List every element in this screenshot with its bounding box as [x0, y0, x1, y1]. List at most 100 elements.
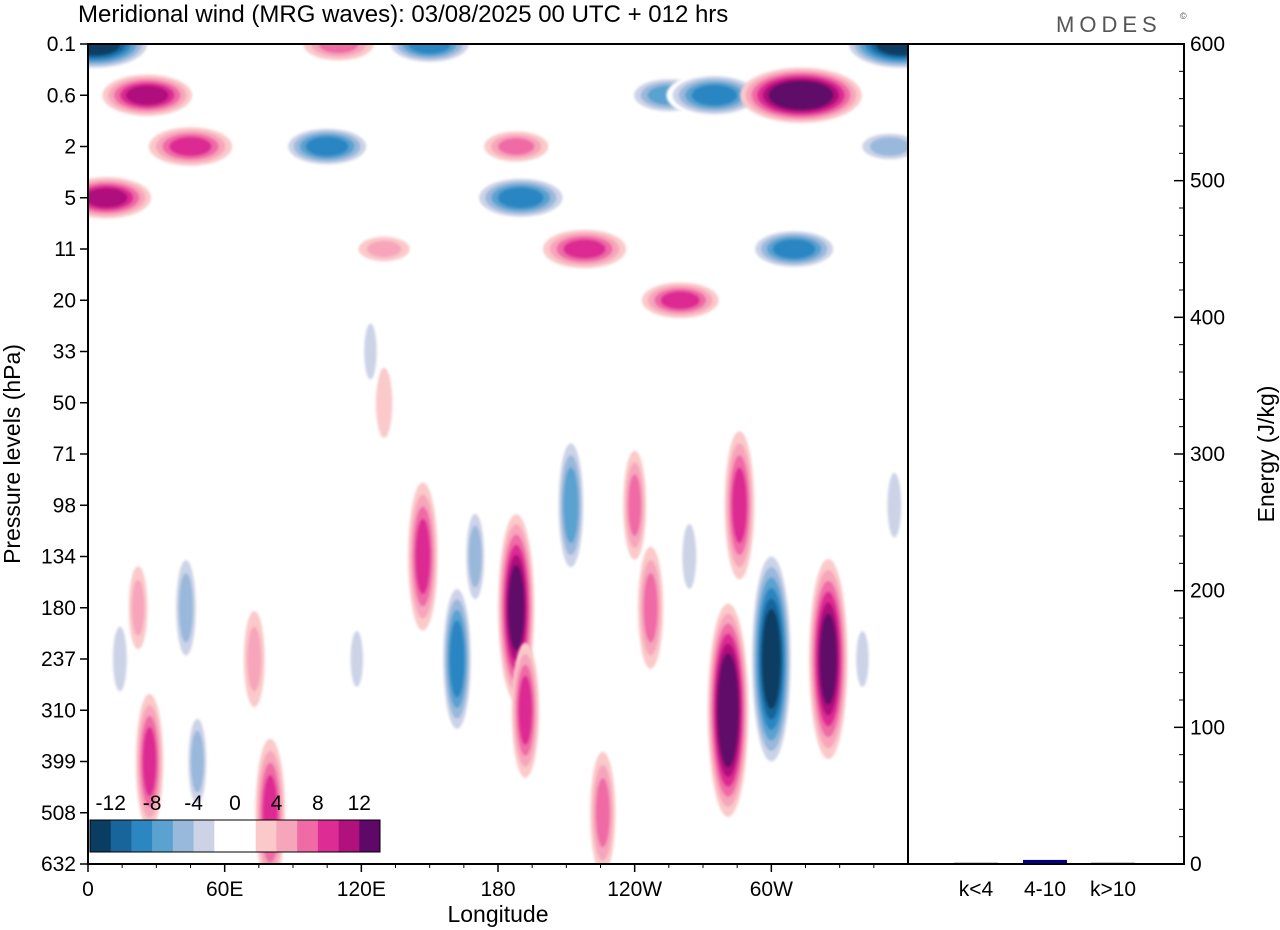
- energy-category-label: k<4: [959, 878, 994, 901]
- colorbar: -12 -8 -4 0 4 8 12: [89, 792, 381, 853]
- wind-feature: [408, 482, 438, 631]
- contour-level: [563, 467, 579, 544]
- energy-category-label: k>10: [1090, 878, 1136, 901]
- contour-level: [563, 239, 606, 259]
- contour-level: [408, 44, 452, 54]
- wind-feature: [173, 546, 199, 669]
- y-tick-label: 50: [53, 392, 76, 415]
- colorbar-swatch: [235, 820, 257, 852]
- energy-category-label: 4-10: [1024, 878, 1066, 901]
- wind-feature: [472, 175, 569, 220]
- contour-level: [507, 564, 525, 651]
- contour-level: [169, 136, 212, 157]
- wind-feature: [556, 431, 586, 580]
- contour-level: [761, 609, 781, 709]
- wind-feature: [883, 457, 905, 554]
- x-tick-label: 60W: [750, 878, 793, 901]
- colorbar-swatch: [193, 820, 215, 852]
- energy-background: [908, 44, 1184, 864]
- x-tick-label: 120E: [337, 878, 386, 901]
- wind-feature: [347, 617, 367, 701]
- contour-level: [660, 291, 700, 310]
- wind-feature: [185, 707, 209, 816]
- colorbar-swatch: [172, 820, 194, 852]
- wind-feature: [463, 502, 487, 611]
- colorbar-swatch: [131, 820, 153, 852]
- wind-feature: [303, 44, 374, 61]
- colorbar-swatch: [152, 820, 174, 852]
- energy-bar: [1023, 859, 1067, 864]
- wind-feature: [148, 127, 233, 166]
- contour-level: [719, 663, 738, 758]
- wind-feature: [128, 566, 148, 650]
- y-tick-label: 20: [53, 289, 76, 312]
- colorbar-swatch: [338, 820, 360, 852]
- energy-axis: 0 100 200 300 400 500 600: [1174, 33, 1225, 876]
- contour-level: [875, 44, 908, 56]
- y-tick-label: 2: [64, 136, 76, 159]
- y-tick-label: 310: [41, 699, 76, 722]
- colorbar-swatch: [90, 820, 112, 852]
- wind-feature: [384, 44, 475, 65]
- wind-feature: [375, 367, 393, 438]
- wind-feature: [853, 617, 872, 701]
- brand-mark: ©: [1180, 11, 1187, 21]
- y-tick-label: 180: [41, 597, 76, 620]
- x-axis-label: Longitude: [447, 901, 548, 927]
- wind-feature: [109, 611, 131, 707]
- y-tick-label: 237: [41, 648, 76, 671]
- brand-logo: MODES ©: [1056, 11, 1187, 37]
- wind-feature: [484, 131, 549, 162]
- colorbar-swatch: [297, 820, 319, 852]
- energy-axis-label: Energy (J/kg): [1253, 386, 1279, 523]
- energy-tick-label: 600: [1190, 33, 1225, 56]
- wind-feature: [441, 578, 473, 740]
- x-tick-label: 0: [82, 878, 94, 901]
- colorbar-label: -4: [184, 792, 203, 815]
- wind-feature: [749, 228, 839, 270]
- wind-feature: [88, 44, 153, 71]
- contour-level: [498, 138, 535, 155]
- contour-level: [691, 84, 738, 106]
- wind-feature: [638, 546, 664, 669]
- contour-level: [88, 44, 121, 56]
- colorbar-label: -8: [143, 792, 162, 815]
- wind-feature: [88, 177, 152, 219]
- wind-feature: [135, 694, 164, 829]
- y-tick-label: 134: [41, 546, 76, 569]
- colorbar-swatch: [110, 820, 132, 852]
- contour-level: [468, 525, 482, 588]
- chart-title: Meridional wind (MRG waves): 03/08/2025 …: [78, 1, 728, 28]
- contour-level: [643, 573, 658, 643]
- y-axis: 0.1 0.6 2 5 11 20 33 50 71 98 134 180 237 310 399 508 63…: [41, 33, 88, 876]
- wind-feature: [542, 229, 627, 269]
- colorbar-label: -12: [96, 792, 126, 815]
- wind-feature: [358, 236, 410, 262]
- energy-tick-label: 200: [1190, 580, 1225, 603]
- contour-level: [774, 83, 828, 108]
- contour-level: [131, 579, 145, 636]
- y-tick-label: 0.1: [47, 33, 76, 56]
- wind-feature: [623, 450, 647, 560]
- contour-level: [350, 631, 364, 687]
- wind-feature: [678, 508, 700, 605]
- contour-level: [88, 187, 128, 208]
- x-axis: 0 60E 120E 180 120W 60W: [82, 864, 875, 901]
- wind-feature: [590, 751, 616, 864]
- contour-level: [869, 137, 908, 156]
- y-tick-label: 0.6: [47, 84, 76, 107]
- energy-tick-label: 400: [1190, 306, 1225, 329]
- contour-level: [731, 467, 748, 544]
- wind-feature: [843, 44, 908, 71]
- contour-level: [518, 675, 533, 745]
- y-tick-label: 508: [41, 802, 76, 825]
- y-tick-label: 5: [64, 187, 76, 210]
- colorbar-swatch: [255, 820, 277, 852]
- y-tick-label: 399: [41, 751, 76, 774]
- contour-level: [190, 730, 204, 793]
- wind-feature: [854, 130, 908, 163]
- contour-level: [112, 626, 127, 692]
- x-tick-label: 180: [480, 878, 515, 901]
- contour-level: [595, 778, 610, 848]
- contour-level: [628, 474, 642, 537]
